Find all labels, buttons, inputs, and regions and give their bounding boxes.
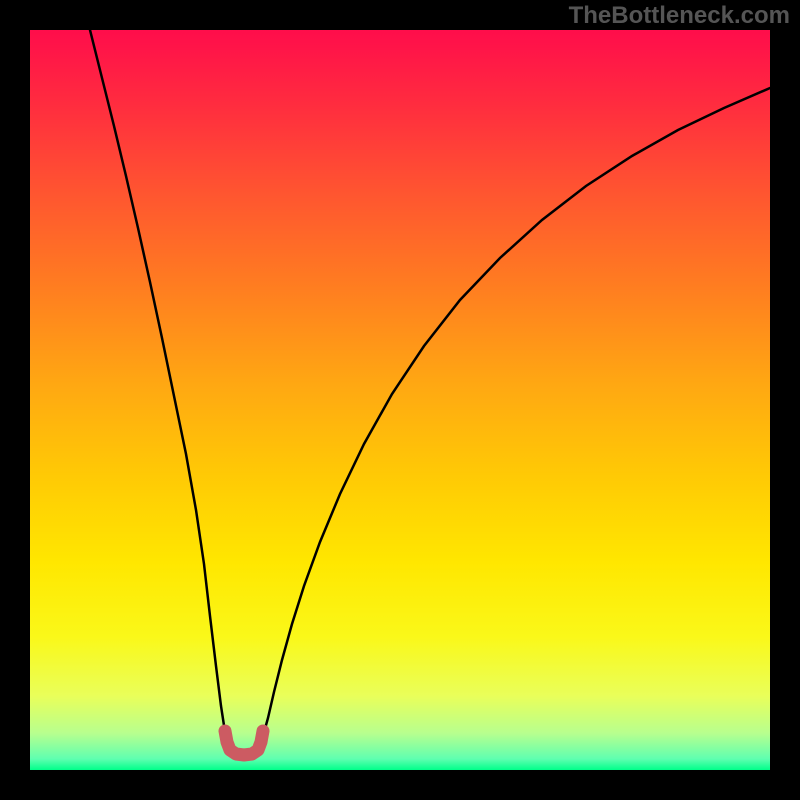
plot-svg: [30, 30, 770, 770]
chart-root: TheBottleneck.com: [0, 0, 800, 800]
plot-area: [30, 30, 770, 770]
watermark-text: TheBottleneck.com: [569, 2, 790, 30]
